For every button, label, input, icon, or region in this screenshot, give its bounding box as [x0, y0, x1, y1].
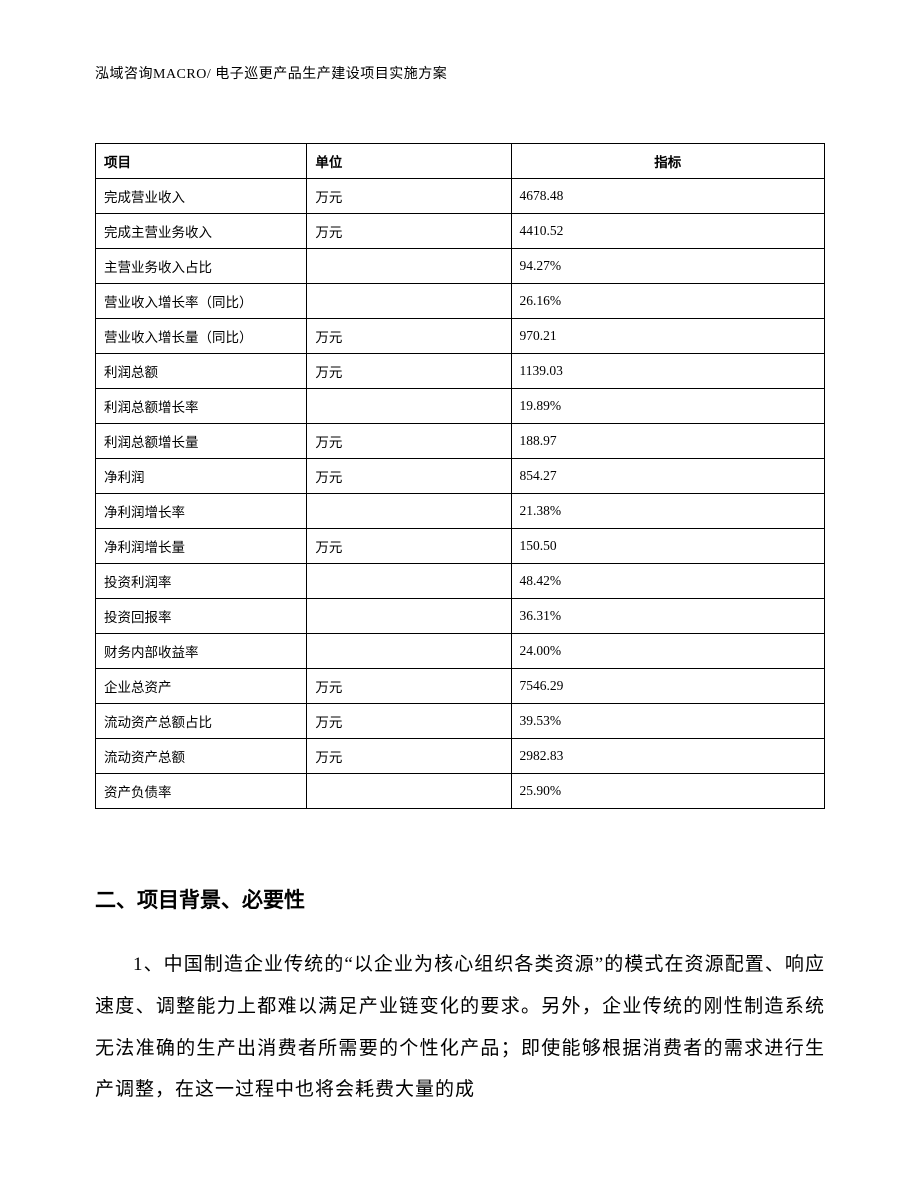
cell-item: 净利润增长量 [96, 529, 307, 564]
table-row: 完成主营业务收入 万元 4410.52 [96, 214, 825, 249]
financial-table: 项目 单位 指标 完成营业收入 万元 4678.48 完成主营业务收入 万元 4… [95, 143, 825, 809]
cell-value: 39.53% [511, 704, 824, 739]
cell-value: 19.89% [511, 389, 824, 424]
cell-value: 970.21 [511, 319, 824, 354]
cell-item: 营业收入增长率（同比） [96, 284, 307, 319]
cell-unit [307, 494, 511, 529]
table-row: 净利润增长量 万元 150.50 [96, 529, 825, 564]
cell-item: 完成主营业务收入 [96, 214, 307, 249]
table-row: 完成营业收入 万元 4678.48 [96, 179, 825, 214]
cell-item: 流动资产总额 [96, 739, 307, 774]
cell-item: 投资利润率 [96, 564, 307, 599]
cell-value: 150.50 [511, 529, 824, 564]
cell-unit: 万元 [307, 704, 511, 739]
table-row: 营业收入增长量（同比） 万元 970.21 [96, 319, 825, 354]
table-row: 企业总资产 万元 7546.29 [96, 669, 825, 704]
col-header-unit: 单位 [307, 144, 511, 179]
table-row: 净利润增长率 21.38% [96, 494, 825, 529]
table-row: 利润总额 万元 1139.03 [96, 354, 825, 389]
cell-value: 24.00% [511, 634, 824, 669]
cell-item: 净利润增长率 [96, 494, 307, 529]
page-header: 泓域咨询MACRO/ 电子巡更产品生产建设项目实施方案 [95, 63, 825, 83]
table-header-row: 项目 单位 指标 [96, 144, 825, 179]
table-row: 营业收入增长率（同比） 26.16% [96, 284, 825, 319]
cell-item: 流动资产总额占比 [96, 704, 307, 739]
cell-unit [307, 249, 511, 284]
cell-unit: 万元 [307, 529, 511, 564]
cell-item: 净利润 [96, 459, 307, 494]
cell-unit [307, 774, 511, 809]
cell-item: 资产负债率 [96, 774, 307, 809]
table-row: 流动资产总额占比 万元 39.53% [96, 704, 825, 739]
table-row: 资产负债率 25.90% [96, 774, 825, 809]
body-paragraph: 1、中国制造企业传统的“以企业为核心组织各类资源”的模式在资源配置、响应速度、调… [95, 944, 825, 1111]
cell-value: 21.38% [511, 494, 824, 529]
table-row: 流动资产总额 万元 2982.83 [96, 739, 825, 774]
table-row: 投资利润率 48.42% [96, 564, 825, 599]
cell-item: 利润总额增长量 [96, 424, 307, 459]
table-row: 利润总额增长量 万元 188.97 [96, 424, 825, 459]
cell-value: 4410.52 [511, 214, 824, 249]
cell-item: 企业总资产 [96, 669, 307, 704]
cell-value: 48.42% [511, 564, 824, 599]
cell-item: 投资回报率 [96, 599, 307, 634]
cell-unit [307, 284, 511, 319]
table-body: 完成营业收入 万元 4678.48 完成主营业务收入 万元 4410.52 主营… [96, 179, 825, 809]
cell-value: 2982.83 [511, 739, 824, 774]
cell-unit: 万元 [307, 669, 511, 704]
cell-value: 94.27% [511, 249, 824, 284]
cell-value: 4678.48 [511, 179, 824, 214]
cell-value: 25.90% [511, 774, 824, 809]
cell-unit: 万元 [307, 739, 511, 774]
cell-unit: 万元 [307, 424, 511, 459]
section-heading: 二、项目背景、必要性 [95, 884, 825, 914]
cell-value: 1139.03 [511, 354, 824, 389]
table-row: 财务内部收益率 24.00% [96, 634, 825, 669]
cell-unit: 万元 [307, 319, 511, 354]
cell-unit: 万元 [307, 354, 511, 389]
cell-unit: 万元 [307, 214, 511, 249]
table-row: 利润总额增长率 19.89% [96, 389, 825, 424]
table-row: 净利润 万元 854.27 [96, 459, 825, 494]
table-row: 投资回报率 36.31% [96, 599, 825, 634]
cell-value: 854.27 [511, 459, 824, 494]
cell-unit: 万元 [307, 179, 511, 214]
cell-item: 利润总额增长率 [96, 389, 307, 424]
cell-item: 利润总额 [96, 354, 307, 389]
cell-unit: 万元 [307, 459, 511, 494]
cell-value: 7546.29 [511, 669, 824, 704]
col-header-value: 指标 [511, 144, 824, 179]
cell-value: 26.16% [511, 284, 824, 319]
cell-unit [307, 634, 511, 669]
table-row: 主营业务收入占比 94.27% [96, 249, 825, 284]
cell-value: 36.31% [511, 599, 824, 634]
cell-item: 财务内部收益率 [96, 634, 307, 669]
cell-value: 188.97 [511, 424, 824, 459]
cell-unit [307, 389, 511, 424]
cell-unit [307, 564, 511, 599]
col-header-item: 项目 [96, 144, 307, 179]
cell-item: 营业收入增长量（同比） [96, 319, 307, 354]
cell-unit [307, 599, 511, 634]
cell-item: 完成营业收入 [96, 179, 307, 214]
cell-item: 主营业务收入占比 [96, 249, 307, 284]
